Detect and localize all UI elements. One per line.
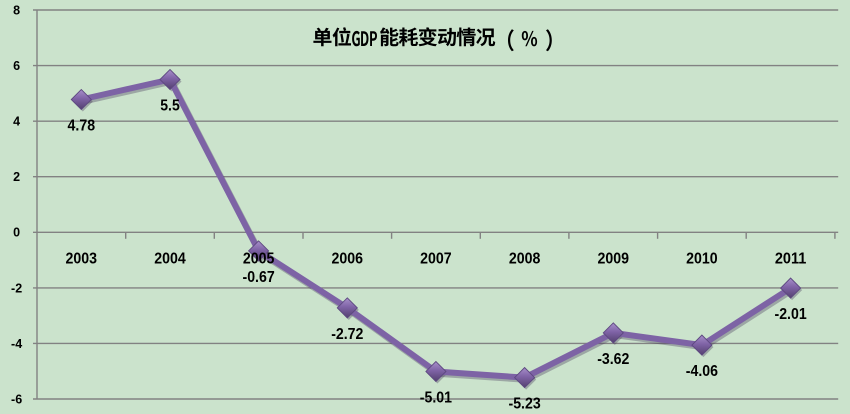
svg-text:2003: 2003 — [66, 251, 98, 268]
svg-text:-5.01: -5.01 — [420, 390, 452, 407]
svg-text:-3.62: -3.62 — [597, 351, 629, 368]
svg-text:-2.01: -2.01 — [775, 306, 807, 323]
svg-text:4.78: 4.78 — [68, 118, 96, 135]
svg-text:2004: 2004 — [154, 251, 186, 268]
svg-text:-0.67: -0.67 — [243, 269, 275, 286]
svg-text:2005: 2005 — [243, 251, 275, 268]
svg-text:2: 2 — [13, 170, 20, 184]
svg-text:2009: 2009 — [598, 251, 630, 268]
svg-text:2010: 2010 — [686, 251, 718, 268]
svg-text:8: 8 — [13, 3, 20, 17]
svg-text:-6: -6 — [11, 392, 22, 406]
svg-text:2007: 2007 — [420, 251, 452, 268]
svg-text:6: 6 — [13, 59, 20, 73]
svg-text:0: 0 — [13, 226, 20, 240]
svg-text:2008: 2008 — [509, 251, 541, 268]
svg-text:2011: 2011 — [775, 251, 807, 268]
svg-text:-4.06: -4.06 — [686, 363, 718, 380]
svg-text:-2: -2 — [11, 281, 22, 295]
svg-text:4: 4 — [13, 115, 20, 129]
svg-text:5.5: 5.5 — [160, 98, 180, 115]
svg-text:-2.72: -2.72 — [331, 326, 363, 343]
svg-text:-4: -4 — [11, 337, 22, 351]
svg-text:2006: 2006 — [332, 251, 364, 268]
svg-text:-5.23: -5.23 — [509, 396, 541, 413]
